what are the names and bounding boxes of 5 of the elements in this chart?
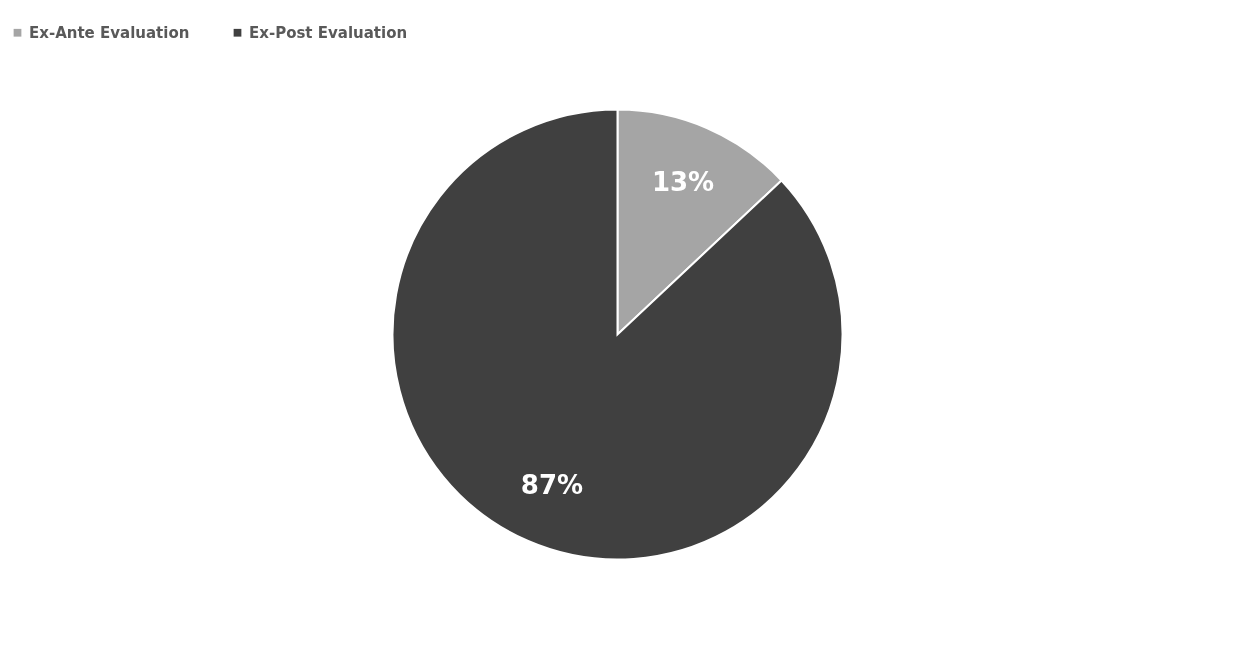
legend-label: Ex-Post Evaluation	[249, 23, 408, 42]
pie-slice	[391, 108, 844, 561]
legend-label: Ex-Ante Evaluation	[29, 23, 190, 42]
data-label: 13%	[651, 167, 715, 198]
data-label: 87%	[520, 469, 584, 500]
